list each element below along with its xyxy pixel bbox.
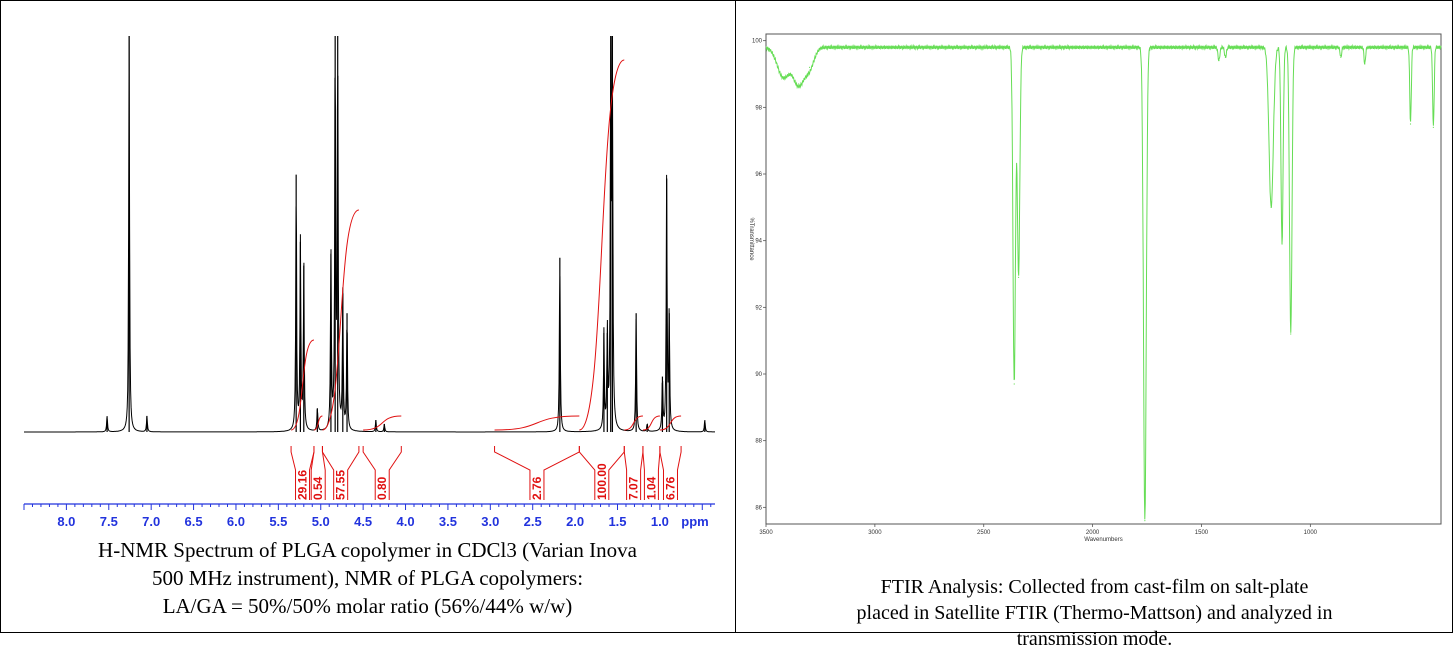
ftir-band-minimum	[808, 66, 811, 68]
ftir-x-tick-label: 2000	[1086, 530, 1100, 536]
ftir-caption: FTIR Analysis: Collected from cast-film …	[736, 574, 1453, 652]
ftir-band-minimum	[1432, 126, 1434, 128]
nmr-caption-line: 500 MHz instrument), NMR of PLGA copolym…	[151, 566, 584, 590]
ftir-band-minimum	[1340, 56, 1342, 58]
nmr-integral-bracket	[362, 446, 402, 500]
nmr-x-tick-label: 6.5	[185, 514, 203, 529]
ftir-spectrum-chart: 3500 3000 2500 2000 1500 1000 Wavenumbers 100 98…	[748, 33, 1442, 543]
nmr-panel: 29.16 0.54 57.55 0.80 2.76 100.00 7.07 1.04 6.76…	[0, 0, 735, 633]
nmr-integral-value: 57.55	[334, 470, 348, 500]
nmr-x-tick-label: 7.5	[100, 514, 118, 529]
nmr-integral-curve	[579, 59, 625, 431]
nmr-integral-bracket	[659, 446, 682, 500]
ftir-y-tick-label: 92	[755, 305, 762, 311]
nmr-spectrum-line	[24, 35, 715, 433]
nmr-integral-curve	[290, 339, 315, 431]
nmr-integral-curve	[659, 415, 682, 431]
ftir-x-tick-label: 3500	[759, 530, 773, 536]
ftir-plot-area	[765, 33, 1442, 525]
nmr-caption-line: H-NMR Spectrum of PLGA copolymer in CDCl…	[98, 538, 637, 562]
ftir-band-minimum	[1017, 276, 1020, 278]
ftir-band-minimum	[1224, 56, 1227, 58]
nmr-caption-line: LA/GA = 50%/50% molar ratio (56%/44% w/w…	[162, 594, 573, 618]
nmr-integral-value: 1.04	[644, 476, 658, 500]
nmr-integral-value: 0.54	[311, 476, 325, 500]
ftir-spectrum-line	[765, 43, 1442, 520]
ftir-y-tick-label: 86	[755, 505, 762, 511]
nmr-x-tick-label: 3.0	[481, 514, 499, 529]
ftir-band-minimum	[1144, 520, 1146, 522]
ftir-y-tick-label: 94	[755, 239, 762, 245]
nmr-integral-value: 2.76	[530, 476, 544, 500]
nmr-integral-curve	[494, 415, 580, 431]
nmr-x-tick-label: 5.5	[269, 514, 287, 529]
nmr-integral-curve	[363, 415, 402, 431]
nmr-x-tick-label: 4.0	[396, 514, 414, 529]
nmr-integral-value: 0.80	[375, 476, 389, 500]
nmr-integral-bracket	[321, 446, 360, 500]
ftir-band-minimum	[798, 83, 800, 85]
ftir-x-tick-label: 3000	[868, 530, 882, 536]
ftir-y-tick-label: 88	[755, 439, 762, 445]
nmr-x-tick-label: 1.5	[608, 514, 626, 529]
nmr-x-tick-label: 5.0	[312, 514, 330, 529]
nmr-spectrum-chart: 29.16 0.54 57.55 0.80 2.76 100.00 7.07 1.04 6.76…	[23, 35, 715, 529]
ftir-y-tick-label: 96	[755, 172, 762, 178]
ftir-band-minimum	[1281, 243, 1283, 245]
nmr-integral-value: 100.00	[595, 463, 609, 500]
nmr-x-axis-label: ppm	[681, 514, 708, 529]
nmr-integral-curve	[624, 415, 643, 431]
ftir-band-minimum	[782, 76, 785, 78]
ftir-y-tick-label: 90	[755, 372, 762, 378]
ftir-band-minimum	[1290, 333, 1292, 335]
nmr-x-tick-label: 3.5	[439, 514, 457, 529]
ftir-caption-line: transmission mode.	[1016, 628, 1173, 650]
nmr-integral-curve	[642, 415, 660, 431]
nmr-x-tick-label: 8.0	[57, 514, 75, 529]
ftir-band-minimum	[1270, 206, 1272, 208]
ftir-band-minimum	[1013, 383, 1015, 385]
ftir-caption-line: FTIR Analysis: Collected from cast-film …	[880, 576, 1309, 598]
ftir-x-tick-label: 1000	[1304, 530, 1318, 536]
nmr-integral-value: 7.07	[627, 476, 641, 500]
ftir-x-axis-label: Wavenumbers	[1084, 537, 1122, 543]
ftir-band-minimum	[1218, 60, 1220, 62]
nmr-x-tick-label: 2.0	[566, 514, 584, 529]
nmr-integral-curve	[313, 415, 323, 431]
ftir-y-tick-label: 98	[755, 105, 762, 111]
ftir-y-axis-label: %Transmittance	[748, 217, 754, 261]
ftir-y-tick-label: 100	[752, 39, 763, 45]
ftir-band-minimum	[1409, 123, 1412, 125]
nmr-integral-value: 29.16	[296, 470, 310, 500]
ftir-x-tick-label: 1500	[1195, 530, 1209, 536]
nmr-x-tick-label: 7.0	[142, 514, 160, 529]
nmr-x-tick-label: 2.5	[524, 514, 542, 529]
panel-divider	[735, 0, 736, 633]
nmr-x-tick-label: 1.0	[651, 514, 669, 529]
ftir-x-tick-label: 2500	[977, 530, 991, 536]
nmr-x-tick-label: 4.5	[354, 514, 372, 529]
ftir-panel: 3500 3000 2500 2000 1500 1000 Wavenumbers 100 98…	[736, 0, 1453, 650]
nmr-caption: H-NMR Spectrum of PLGA copolymer in CDCl…	[0, 536, 735, 620]
ftir-band-minimum	[1364, 63, 1366, 65]
nmr-integral-value: 6.76	[663, 476, 677, 500]
nmr-x-tick-label: 6.0	[227, 514, 245, 529]
ftir-caption-line: placed in Satellite FTIR (Thermo-Mattson…	[856, 602, 1333, 624]
nmr-integral-curve	[322, 209, 360, 431]
